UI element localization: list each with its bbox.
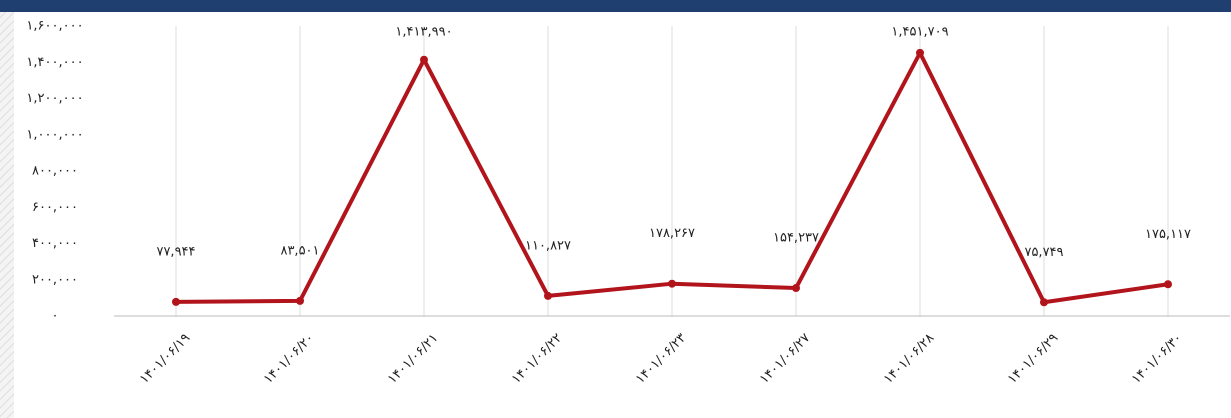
data-label: ۱۵۴,۲۳۷ xyxy=(773,231,819,246)
header-bar xyxy=(0,0,1231,12)
y-tick-label: ۸۰۰,۰۰۰ xyxy=(32,164,78,179)
data-label: ۷۵,۷۴۹ xyxy=(1024,245,1063,260)
x-tick-label: ۱۴۰۱/۰۶/۲۲ xyxy=(509,331,565,387)
y-tick-label: ۲۰۰,۰۰۰ xyxy=(32,272,78,287)
y-tick-label: ۶۰۰,۰۰۰ xyxy=(32,200,78,215)
data-label: ۱۱۰,۸۲۷ xyxy=(525,238,571,253)
marker xyxy=(172,297,180,306)
y-tick-label: ۰ xyxy=(52,309,59,324)
marker xyxy=(668,279,676,288)
marker xyxy=(916,48,924,57)
side-strip xyxy=(0,0,14,418)
data-label: ۱,۴۵۱,۷۰۹ xyxy=(891,25,948,40)
data-label: ۷۷,۹۴۴ xyxy=(156,244,195,259)
marker xyxy=(544,291,552,300)
y-tick-label: ۱,۲۰۰,۰۰۰ xyxy=(26,91,83,106)
y-tick-label: ۱,۰۰۰,۰۰۰ xyxy=(26,127,83,142)
x-tick-label: ۱۴۰۱/۰۶/۱۹ xyxy=(137,331,193,387)
marker xyxy=(1164,280,1172,289)
x-tick-label: ۱۴۰۱/۰۶/۲۳ xyxy=(633,331,689,387)
data-label: ۱۷۸,۲۶۷ xyxy=(649,226,695,241)
data-label: ۱۷۵,۱۱۷ xyxy=(1145,227,1191,242)
marker xyxy=(420,55,428,64)
x-tick-label: ۱۴۰۱/۰۶/۲۸ xyxy=(881,331,937,387)
y-tick-label: ۱,۴۰۰,۰۰۰ xyxy=(26,55,83,70)
data-label: ۱,۴۱۳,۹۹۰ xyxy=(395,25,452,40)
data-label: ۸۳,۵۰۱ xyxy=(280,243,319,258)
y-tick-label: ۱,۶۰۰,۰۰۰ xyxy=(26,19,83,34)
marker xyxy=(296,296,304,305)
marker xyxy=(792,284,800,293)
x-tick-label: ۱۴۰۱/۰۶/۲۱ xyxy=(385,331,441,387)
x-tick-label: ۱۴۰۱/۰۶/۲۰ xyxy=(261,331,317,387)
x-tick-label: ۱۴۰۱/۰۶/۲۹ xyxy=(1005,331,1061,387)
marker xyxy=(1040,298,1048,307)
x-tick-label: ۱۴۰۱/۰۶/۲۷ xyxy=(757,331,813,387)
x-tick-label: ۱۴۰۱/۰۶/۳۰ xyxy=(1129,331,1185,387)
y-tick-label: ۴۰۰,۰۰۰ xyxy=(32,236,78,251)
